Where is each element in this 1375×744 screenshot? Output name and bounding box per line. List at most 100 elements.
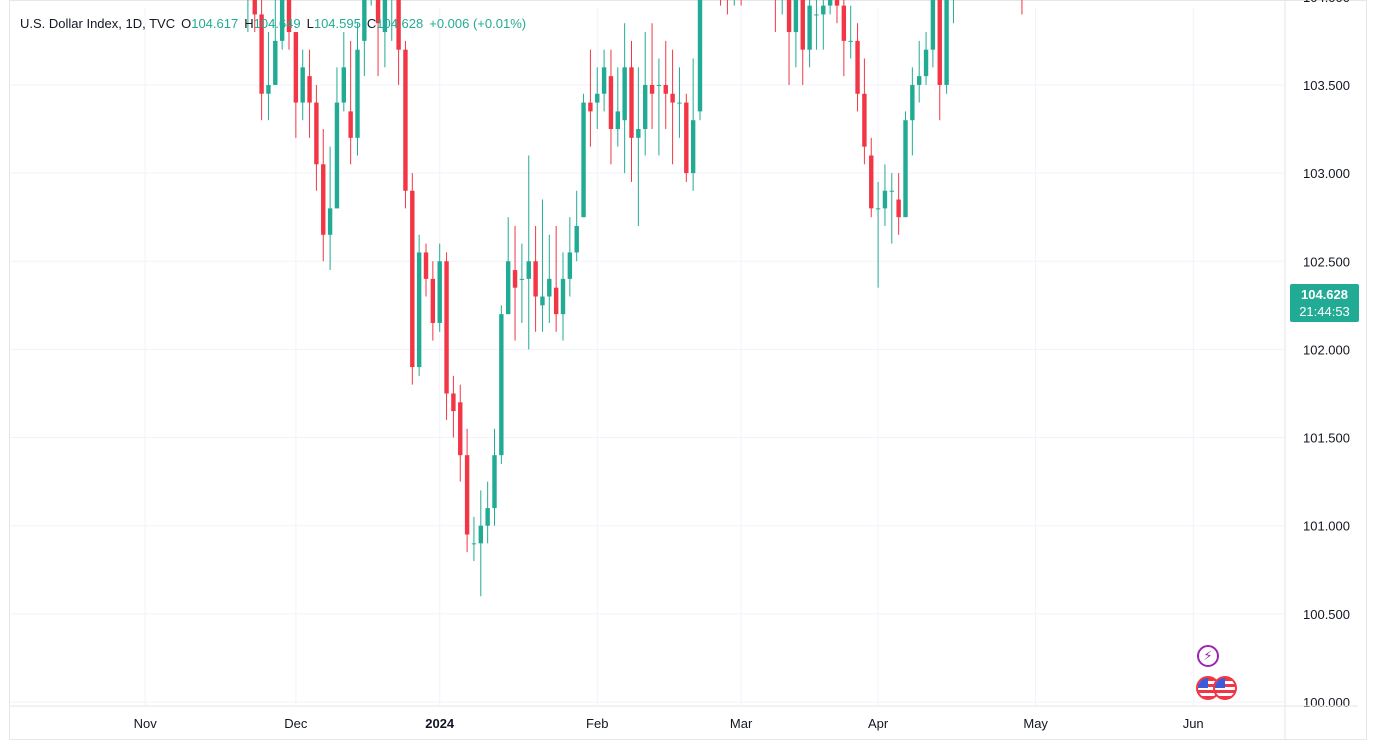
candle-body <box>560 278 566 315</box>
candle-body <box>814 14 819 16</box>
candle <box>643 32 648 156</box>
candle-body <box>834 0 840 6</box>
candle-body <box>807 5 812 50</box>
candle-body <box>259 14 264 94</box>
candle <box>567 217 573 297</box>
candle <box>464 428 470 553</box>
candle-body <box>848 40 853 42</box>
candle-body <box>430 278 436 323</box>
candle <box>471 516 477 561</box>
candle <box>800 0 805 85</box>
candle <box>526 155 531 350</box>
x-tick-label: May <box>1023 716 1048 731</box>
x-tick-label: Dec <box>284 716 308 731</box>
candle <box>574 190 579 262</box>
candle-body <box>800 0 805 50</box>
candle <box>814 0 819 50</box>
candle <box>882 164 888 226</box>
candle <box>923 32 929 85</box>
candle <box>834 0 840 24</box>
candle <box>341 32 346 112</box>
candle-body <box>382 0 388 33</box>
candle <box>622 23 627 174</box>
candle-body <box>416 252 422 368</box>
candle-body <box>588 102 593 112</box>
close-value-group: C104.628 <box>367 16 423 31</box>
x-axis: Nov Dec 2024 Feb Mar Apr May Jun <box>10 705 1358 731</box>
candle-body <box>937 0 942 85</box>
candle-body <box>615 111 620 130</box>
candle <box>1021 0 1023 15</box>
candle <box>512 225 518 341</box>
candle-body <box>786 0 792 33</box>
candle-body <box>923 49 929 77</box>
candle-body <box>670 93 675 103</box>
candle <box>370 0 372 6</box>
candle <box>540 199 545 332</box>
open-value-group: O104.617 <box>181 16 238 31</box>
candle <box>519 243 525 323</box>
symbol-label[interactable]: U.S. Dollar Index, 1D, TVC <box>20 16 176 31</box>
candle <box>266 32 271 121</box>
x-tick-label: Mar <box>730 716 753 731</box>
candle-body <box>547 278 552 297</box>
candle <box>841 0 847 77</box>
y-tick-label: 103.500 <box>1303 78 1350 93</box>
candle <box>430 261 436 341</box>
candle-body <box>403 49 408 191</box>
candle <box>733 0 735 6</box>
candle-body <box>334 102 340 209</box>
candle <box>684 93 689 182</box>
candle-body <box>437 261 442 323</box>
candle-body <box>827 0 833 6</box>
candle <box>862 58 867 165</box>
candle-body <box>944 0 949 85</box>
candle-body <box>930 0 936 50</box>
candle <box>595 67 600 130</box>
y-axis: 107.500107.000106.500106.000105.500105.0… <box>1284 0 1350 740</box>
candle-body <box>581 102 586 218</box>
chart-frame <box>9 0 1367 740</box>
candle <box>677 67 682 138</box>
y-tick-label: 104.000 <box>1303 0 1350 5</box>
candle <box>697 0 703 121</box>
candle <box>403 40 408 209</box>
candle-body <box>793 0 799 33</box>
candle <box>355 23 360 156</box>
us-flag-icon[interactable] <box>1213 676 1237 700</box>
candle-body <box>574 225 579 253</box>
grid-lines <box>10 8 1285 706</box>
close-value: 104.628 <box>376 16 424 31</box>
candle <box>327 146 333 271</box>
candle <box>875 181 881 288</box>
candle-body <box>889 190 894 192</box>
candle <box>896 173 901 235</box>
candle <box>252 0 257 33</box>
candle-body <box>266 84 271 94</box>
candle <box>416 234 422 376</box>
candle <box>740 0 742 6</box>
candle <box>451 375 456 438</box>
lightning-icon[interactable]: ⚡ <box>1197 645 1219 667</box>
candle <box>533 225 538 332</box>
candle-body <box>458 402 463 456</box>
high-value-group: H104.649 <box>244 16 300 31</box>
y-tick-label: 101.000 <box>1303 519 1350 534</box>
candle <box>889 173 894 244</box>
x-tick-label: 2024 <box>425 716 455 731</box>
candle <box>629 40 634 182</box>
candle-body <box>656 84 662 86</box>
candle <box>937 0 942 121</box>
candle-body <box>279 0 285 41</box>
open-label: O <box>181 16 192 31</box>
low-value: 104.595 <box>313 16 361 31</box>
candle <box>553 225 559 332</box>
x-tick-label: Nov <box>134 716 158 731</box>
last-price-value: 104.628 <box>1301 287 1348 302</box>
candle-body <box>896 199 901 218</box>
candle <box>485 481 490 544</box>
candle <box>656 58 662 156</box>
candle <box>247 0 249 33</box>
candle <box>396 0 401 85</box>
